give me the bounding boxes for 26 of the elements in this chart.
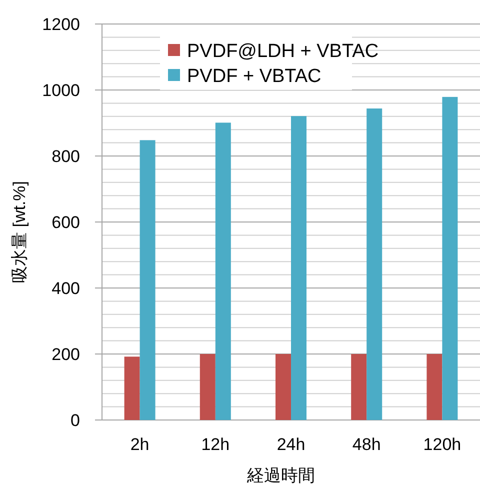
y-tick-label: 600: [52, 213, 80, 232]
bar: [124, 356, 140, 420]
x-axis-title: 経過時間: [246, 466, 315, 485]
bar: [291, 116, 306, 420]
bar: [200, 354, 216, 420]
x-tick-label: 2h: [130, 435, 150, 454]
y-tick-label: 1200: [42, 15, 80, 34]
y-tick-label: 0: [70, 411, 80, 430]
bar: [442, 96, 458, 420]
legend-label: PVDF + VBTAC: [187, 66, 322, 87]
bar: [351, 354, 367, 420]
y-tick-label: 800: [52, 147, 80, 166]
x-tick-label: 12h: [201, 435, 230, 454]
y-axis-title: 吸水量 [wt.%]: [10, 180, 29, 284]
bar: [140, 140, 156, 420]
legend-label: PVDF@LDH + VBTAC: [187, 41, 379, 62]
y-tick-label: 400: [52, 279, 80, 298]
x-tick-label: 24h: [276, 435, 306, 454]
y-tick-label: 200: [52, 345, 80, 364]
bar: [276, 354, 291, 420]
x-tick-label: 120h: [423, 435, 462, 454]
bar: [215, 122, 231, 420]
bar: [366, 108, 382, 420]
bar: [426, 354, 442, 420]
x-tick-label: 48h: [352, 435, 381, 454]
y-tick-label: 1000: [42, 81, 80, 100]
